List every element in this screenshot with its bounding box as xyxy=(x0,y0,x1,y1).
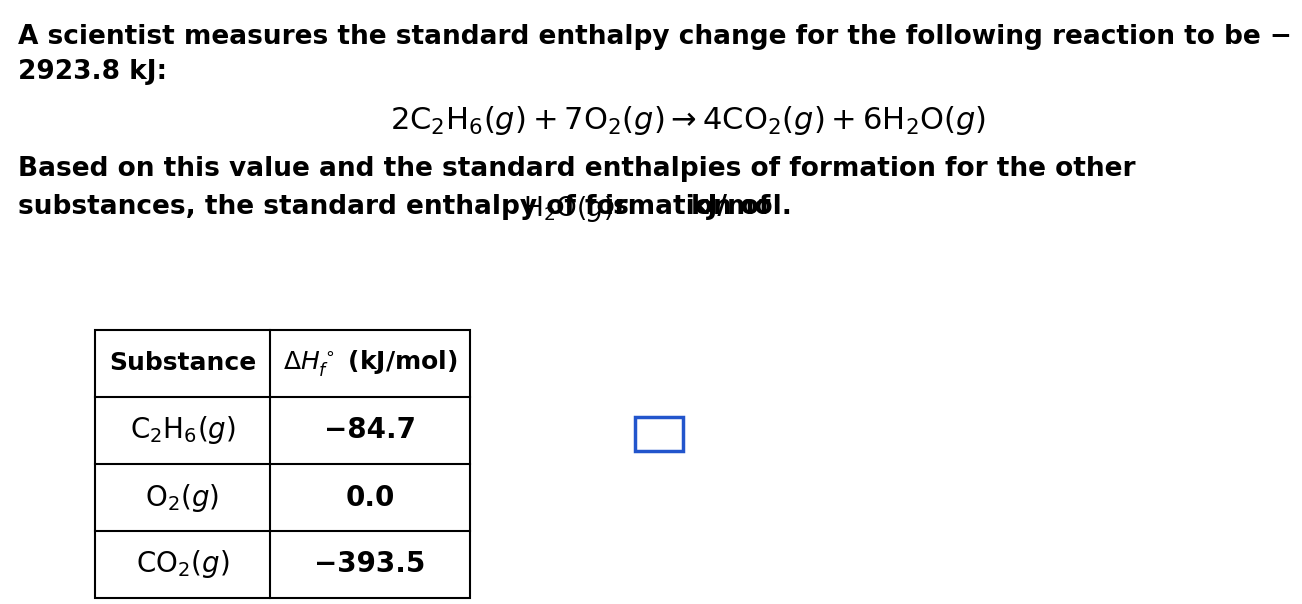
Text: −393.5: −393.5 xyxy=(314,550,426,579)
Text: $\mathrm{O_2}(g)$: $\mathrm{O_2}(g)$ xyxy=(146,481,220,513)
Text: Based on this value and the standard enthalpies of formation for the other: Based on this value and the standard ent… xyxy=(18,156,1135,182)
Text: Substance: Substance xyxy=(109,352,256,376)
Text: $\mathrm{C_2H_6}(g)$: $\mathrm{C_2H_6}(g)$ xyxy=(129,414,236,446)
Text: A scientist measures the standard enthalpy change for the following reaction to : A scientist measures the standard enthal… xyxy=(18,24,1292,50)
Text: $\mathrm{H_2O}(g)$: $\mathrm{H_2O}(g)$ xyxy=(523,194,613,224)
Text: 2923.8 kJ:: 2923.8 kJ: xyxy=(18,59,167,85)
Bar xyxy=(95,330,470,598)
Text: $2\mathrm{C_2H_6}(g) + 7\mathrm{O_2}(g) \rightarrow 4\mathrm{CO_2}(g) + 6\mathrm: $2\mathrm{C_2H_6}(g) + 7\mathrm{O_2}(g) … xyxy=(391,104,986,137)
Text: −84.7: −84.7 xyxy=(324,417,417,445)
Text: kJ/mol.: kJ/mol. xyxy=(691,194,793,220)
Text: is: is xyxy=(605,194,630,220)
Bar xyxy=(635,417,684,451)
Text: $\Delta H_f^\circ$ (kJ/mol): $\Delta H_f^\circ$ (kJ/mol) xyxy=(283,349,457,379)
Text: substances, the standard enthalpy of formation of: substances, the standard enthalpy of for… xyxy=(18,194,780,220)
Text: 0.0: 0.0 xyxy=(345,483,395,512)
Text: $\mathrm{CO_2}(g)$: $\mathrm{CO_2}(g)$ xyxy=(135,548,229,580)
